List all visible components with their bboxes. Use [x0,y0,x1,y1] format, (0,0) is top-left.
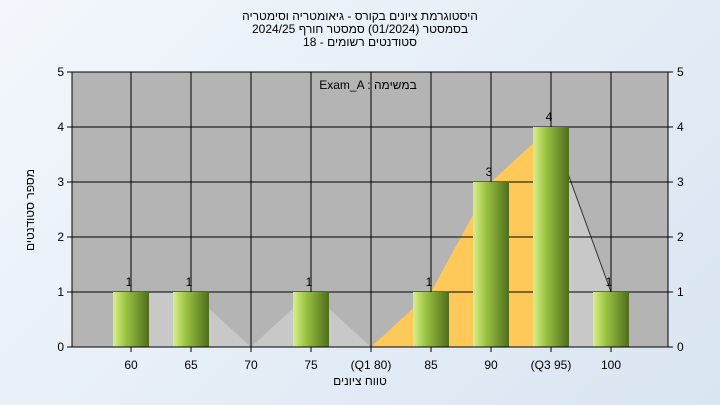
y-axis-label: מספר סטודנטים [23,168,37,252]
x-axis-label: טווח ציונים [333,374,387,388]
x-tick-label-7: (Q3 95) [531,358,572,372]
y-tick-label-right-5: 5 [677,65,684,79]
bar-3 [293,292,329,347]
x-tick-label-1: 65 [184,358,198,372]
y-tick-label-left-5: 5 [57,65,64,79]
y-tick-label-right-0: 0 [677,340,684,354]
y-tick-label-left-2: 2 [57,230,64,244]
bar-0 [113,292,149,347]
y-tick-label-left-3: 3 [57,175,64,189]
value-label-6: 3 [486,165,493,179]
y-tick-label-left-4: 4 [57,120,64,134]
bar-1 [173,292,209,347]
y-tick-label-left-0: 0 [57,340,64,354]
x-tick-label-6: 90 [484,358,498,372]
y-tick-label-right-2: 2 [677,230,684,244]
x-tick-label-3: 75 [304,358,318,372]
chart-title-line-2: בסמסטר (01/2024) סמסטר חורף 2024/25 [251,22,469,36]
x-tick-label-5: 85 [424,358,438,372]
x-tick-label-2: 70 [244,358,258,372]
value-label-0: 1 [126,275,133,289]
value-label-8: 1 [606,275,613,289]
bar-7 [533,127,569,347]
y-tick-label-right-4: 4 [677,120,684,134]
value-label-7: 4 [546,110,553,124]
x-tick-label-4: (Q1 80) [351,358,392,372]
bar-5 [413,292,449,347]
y-tick-label-left-1: 1 [57,285,64,299]
bar-6 [473,182,509,347]
chart-title-line-1: היסטוגרמת ציונים בקורס - גיאומטריה וסימט… [242,9,478,23]
value-label-3: 1 [306,275,313,289]
value-label-1: 1 [186,275,193,289]
y-tick-label-right-3: 3 [677,175,684,189]
chart-title: היסטוגרמת ציונים בקורס - גיאומטריה וסימט… [0,10,720,49]
legend-label: Exam_A : במשימה [319,78,417,92]
x-tick-label-0: 60 [124,358,138,372]
y-tick-label-right-1: 1 [677,285,684,299]
value-label-5: 1 [426,275,433,289]
chart-title-line-3: סטודנטים רשומים - 18 [303,35,417,49]
x-tick-label-8: 100 [601,358,621,372]
bar-8 [593,292,629,347]
